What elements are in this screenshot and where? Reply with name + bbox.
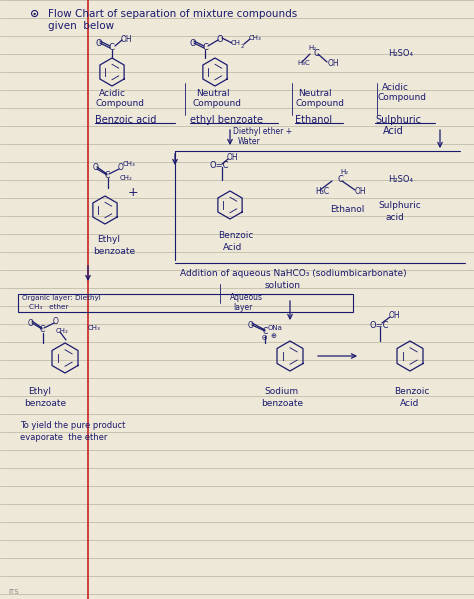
- Text: Compound: Compound: [296, 98, 345, 107]
- Text: H₂: H₂: [340, 169, 348, 175]
- Text: solution: solution: [265, 280, 301, 289]
- Text: O: O: [248, 320, 254, 329]
- Text: acid: acid: [386, 213, 405, 222]
- Text: OH: OH: [389, 311, 401, 320]
- Text: Acid: Acid: [400, 398, 419, 407]
- Text: C: C: [105, 171, 110, 180]
- Text: Compound: Compound: [378, 92, 427, 101]
- Text: O: O: [96, 38, 103, 47]
- Text: CH₃: CH₃: [249, 35, 262, 41]
- Text: Diethyl ether +: Diethyl ether +: [233, 128, 292, 137]
- Text: O: O: [93, 164, 99, 173]
- Text: given  below: given below: [48, 21, 114, 31]
- Text: ONa: ONa: [268, 325, 283, 331]
- Text: C: C: [263, 326, 268, 335]
- Text: Acid: Acid: [223, 243, 242, 252]
- Text: Benzoic: Benzoic: [394, 386, 429, 395]
- Text: OH: OH: [328, 59, 340, 68]
- Text: layer: layer: [233, 302, 252, 311]
- Text: Benzoic: Benzoic: [218, 231, 254, 240]
- Text: CH₂: CH₂: [56, 328, 69, 334]
- Text: C: C: [40, 325, 45, 334]
- Text: ⊙: ⊙: [30, 9, 39, 19]
- Text: O: O: [217, 35, 224, 44]
- Bar: [18, 294, 353, 312]
- Text: +: +: [128, 186, 138, 199]
- Text: O=C: O=C: [370, 320, 390, 329]
- Text: Sulphuric: Sulphuric: [375, 115, 421, 125]
- Text: C: C: [109, 43, 115, 52]
- Text: Ethanol: Ethanol: [330, 205, 365, 214]
- Text: Water: Water: [238, 137, 261, 146]
- Text: O: O: [28, 319, 34, 328]
- Text: O: O: [118, 164, 124, 173]
- Text: Aqueous: Aqueous: [230, 294, 263, 302]
- Text: CH₂: CH₂: [120, 175, 133, 181]
- Text: CH₃: CH₃: [123, 161, 136, 167]
- Text: CH₃   ether: CH₃ ether: [29, 304, 69, 310]
- Text: OH: OH: [355, 186, 366, 195]
- Text: O=C: O=C: [210, 161, 229, 170]
- Text: Ethanol: Ethanol: [295, 115, 332, 125]
- Text: H₂SO₄: H₂SO₄: [388, 176, 413, 184]
- Text: OH: OH: [227, 153, 238, 162]
- Text: Neutral: Neutral: [298, 89, 332, 98]
- Text: Neutral: Neutral: [196, 89, 229, 98]
- Text: benzoate: benzoate: [261, 398, 303, 407]
- Text: benzoate: benzoate: [93, 247, 135, 256]
- Text: CH: CH: [231, 40, 241, 46]
- Text: H₂SO₄: H₂SO₄: [388, 49, 413, 58]
- Text: Benzoic acid: Benzoic acid: [95, 115, 156, 125]
- Text: Sodium: Sodium: [264, 386, 298, 395]
- Text: To yield the pure product: To yield the pure product: [20, 422, 126, 431]
- Text: Ethyl: Ethyl: [28, 386, 51, 395]
- Text: H₃C: H₃C: [315, 186, 329, 195]
- Text: Acidic: Acidic: [382, 83, 409, 92]
- Text: Sulphuric: Sulphuric: [378, 201, 421, 210]
- Text: evaporate  the ether: evaporate the ether: [20, 434, 108, 443]
- Text: Organic layer: Diethyl: Organic layer: Diethyl: [22, 295, 101, 301]
- Text: ethyl benzoate: ethyl benzoate: [190, 115, 263, 125]
- Text: ITS: ITS: [8, 589, 18, 595]
- Text: H₂: H₂: [308, 45, 316, 51]
- Text: Acidic: Acidic: [99, 89, 126, 98]
- Text: Compound: Compound: [96, 98, 145, 107]
- Text: Flow Chart of separation of mixture compounds: Flow Chart of separation of mixture comp…: [48, 9, 297, 19]
- Text: H₃C: H₃C: [297, 60, 310, 66]
- Text: Θ: Θ: [262, 335, 267, 341]
- Text: benzoate: benzoate: [24, 398, 66, 407]
- Text: Compound: Compound: [193, 98, 242, 107]
- Text: 2: 2: [241, 44, 245, 49]
- Text: Acid: Acid: [383, 126, 404, 136]
- Text: Ethyl: Ethyl: [97, 235, 120, 244]
- Text: ⊕: ⊕: [270, 333, 276, 339]
- Text: OH: OH: [121, 35, 133, 44]
- Text: C: C: [314, 49, 320, 58]
- Text: C: C: [338, 176, 344, 184]
- Text: O: O: [190, 38, 197, 47]
- Text: CH₃: CH₃: [88, 325, 101, 331]
- Text: O: O: [53, 317, 59, 326]
- Text: Addition of aqueous NaHCO₃ (sodiumbicarbonate): Addition of aqueous NaHCO₃ (sodiumbicarb…: [180, 268, 407, 277]
- Text: C: C: [203, 43, 209, 52]
